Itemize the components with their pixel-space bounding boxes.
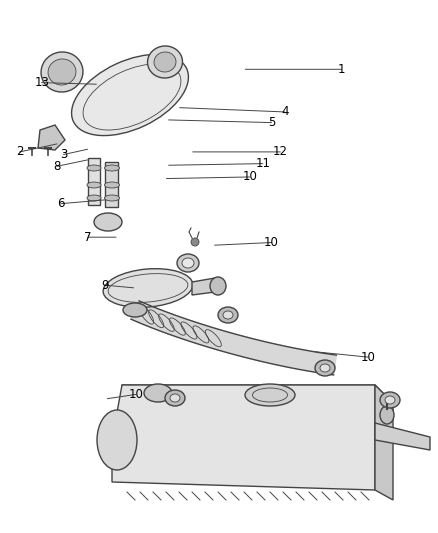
Text: 5: 5 — [268, 116, 275, 129]
Ellipse shape — [103, 269, 193, 308]
Text: 10: 10 — [242, 171, 257, 183]
Text: 2: 2 — [16, 146, 24, 158]
Text: 13: 13 — [34, 76, 49, 89]
Text: 1: 1 — [338, 63, 346, 76]
Ellipse shape — [191, 238, 199, 246]
Ellipse shape — [245, 384, 295, 406]
Ellipse shape — [320, 364, 330, 372]
Ellipse shape — [170, 394, 180, 402]
Polygon shape — [112, 385, 375, 490]
Ellipse shape — [182, 258, 194, 268]
Text: 6: 6 — [57, 197, 65, 210]
Polygon shape — [122, 385, 393, 403]
Ellipse shape — [105, 182, 120, 188]
Text: 4: 4 — [281, 106, 289, 118]
Text: 12: 12 — [273, 146, 288, 158]
Ellipse shape — [48, 59, 76, 85]
Polygon shape — [375, 423, 430, 450]
Text: 8: 8 — [53, 160, 60, 173]
Ellipse shape — [87, 165, 101, 171]
Ellipse shape — [315, 360, 335, 376]
Ellipse shape — [210, 277, 226, 295]
Ellipse shape — [385, 396, 395, 404]
Ellipse shape — [105, 195, 120, 201]
Polygon shape — [131, 301, 336, 375]
Text: 10: 10 — [264, 236, 279, 249]
Ellipse shape — [41, 52, 83, 92]
Polygon shape — [375, 385, 393, 500]
Text: 9: 9 — [101, 279, 109, 292]
Ellipse shape — [148, 46, 183, 78]
Ellipse shape — [154, 52, 176, 72]
Ellipse shape — [94, 213, 122, 231]
Ellipse shape — [144, 384, 172, 402]
Polygon shape — [105, 162, 118, 207]
Ellipse shape — [71, 54, 188, 135]
Ellipse shape — [218, 307, 238, 323]
Ellipse shape — [177, 254, 199, 272]
Text: 10: 10 — [360, 351, 375, 364]
Ellipse shape — [165, 390, 185, 406]
Ellipse shape — [87, 195, 101, 201]
Polygon shape — [88, 158, 100, 205]
Text: 3: 3 — [60, 148, 67, 161]
Polygon shape — [192, 278, 215, 295]
Text: 7: 7 — [84, 231, 92, 244]
Ellipse shape — [87, 182, 101, 188]
Polygon shape — [38, 125, 65, 150]
Ellipse shape — [105, 165, 120, 171]
Text: 11: 11 — [255, 157, 270, 170]
Ellipse shape — [223, 311, 233, 319]
Ellipse shape — [97, 410, 137, 470]
Text: 10: 10 — [128, 388, 143, 401]
Ellipse shape — [380, 392, 400, 408]
Ellipse shape — [380, 406, 394, 424]
Ellipse shape — [123, 303, 147, 317]
